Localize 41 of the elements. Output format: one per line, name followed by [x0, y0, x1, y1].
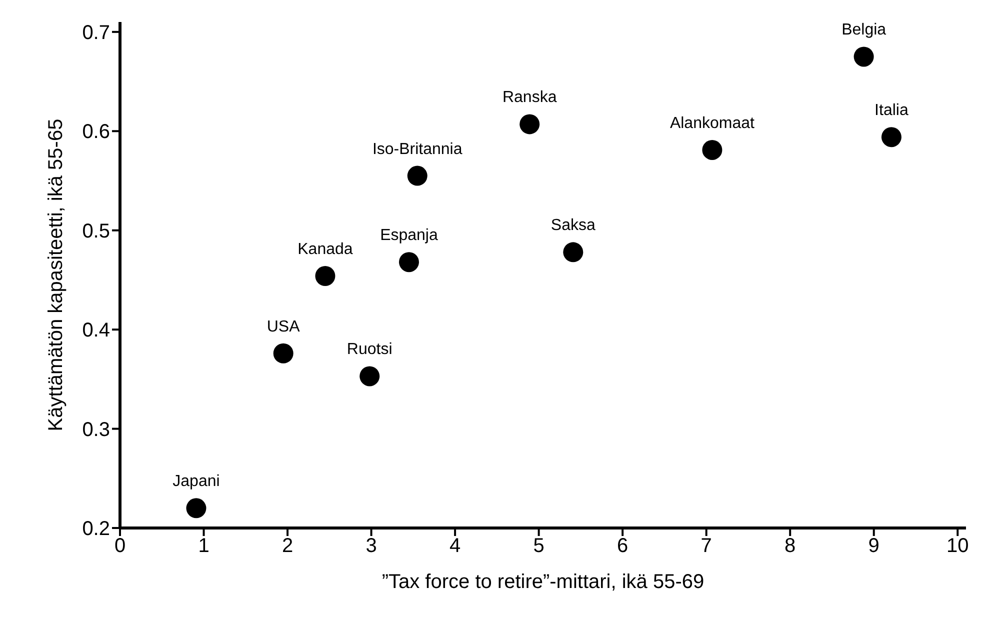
annotation: Espanja	[380, 227, 438, 244]
y-tick-label: 0.5	[82, 220, 110, 242]
point	[273, 343, 294, 364]
x-tick-label: 4	[449, 535, 461, 558]
point	[407, 166, 428, 186]
y-tick-label: 0.3	[82, 418, 110, 441]
annotation: Italia	[874, 102, 908, 120]
point	[563, 242, 584, 262]
y-tick-label: 0.7	[82, 22, 110, 44]
x-tick-label: 2	[282, 535, 294, 558]
point	[881, 127, 902, 148]
point	[854, 46, 874, 67]
x-tick-label: 10	[946, 535, 969, 558]
annotation: Iso-Britannia	[372, 140, 462, 158]
x-tick-label: 9	[868, 535, 880, 558]
x-tick-label: 8	[784, 535, 796, 558]
annotation: Saksa	[550, 217, 596, 234]
x-axis-title: ”Tax force to retire”-mittari, ikä 55-69	[382, 571, 704, 593]
x-tick-label: 1	[198, 535, 210, 558]
annotation: Ruotsi	[346, 341, 392, 358]
x-tick-label: 0	[114, 535, 126, 558]
point	[315, 266, 336, 286]
x-tick-label: 5	[533, 535, 544, 558]
x-tick-label: 3	[366, 535, 377, 558]
annotation: Alankomaat	[670, 114, 755, 132]
point	[398, 252, 419, 272]
y-tick-label: 0.2	[82, 518, 110, 540]
point	[520, 114, 540, 134]
annotation: USA	[266, 318, 300, 336]
annotation: Japani	[172, 473, 220, 490]
x-tick-label: 7	[700, 535, 712, 558]
x-tick-label: 6	[617, 535, 628, 558]
y-tick-label: 0.6	[82, 121, 110, 144]
annotation: Belgia	[842, 22, 886, 39]
point	[186, 498, 206, 518]
y-axis-title: Käyttämätön kapasiteetti, ikä 55-65	[45, 118, 68, 432]
y-tick-label: 0.4	[82, 320, 110, 342]
point	[702, 140, 722, 160]
annotation: Ranska	[502, 89, 557, 106]
annotation: Kanada	[298, 240, 353, 258]
point	[360, 366, 380, 386]
